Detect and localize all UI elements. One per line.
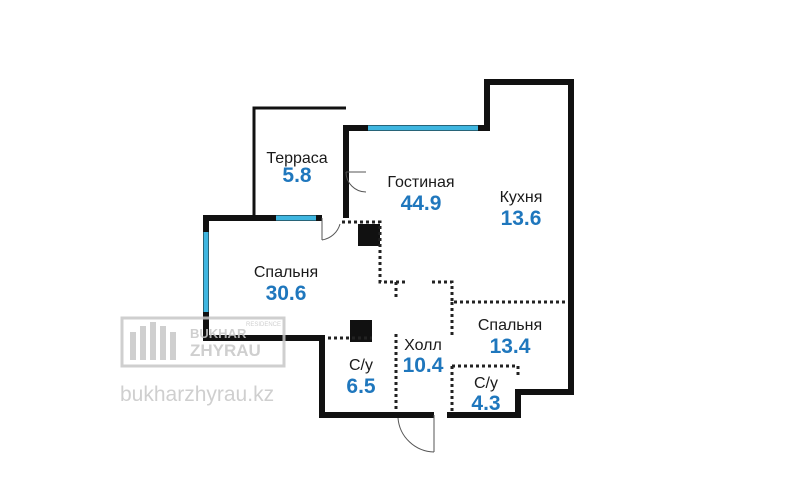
room-area-wc-1: 6.5 — [346, 375, 376, 398]
room-name-hall: Холл — [404, 337, 442, 354]
windows — [203, 125, 478, 312]
partition-wc2-top — [452, 364, 520, 378]
partition-kitchen — [432, 280, 566, 304]
room-name-wc-2: С/у — [474, 375, 498, 392]
entrance-door — [397, 415, 435, 453]
watermark-logo-bars-icon — [130, 322, 176, 360]
room-area-bedroom-1: 30.6 — [266, 282, 307, 305]
room-area-living: 44.9 — [401, 192, 442, 215]
room-name-wc-1: С/у — [349, 357, 373, 374]
partition-living-left — [342, 220, 408, 284]
room-name-bedroom-1: Спальня — [254, 264, 318, 281]
room-name-bedroom-2: Спальня — [478, 317, 542, 334]
watermark-logo-line2: ZHYRAU — [190, 341, 261, 360]
columns — [350, 224, 380, 342]
doors — [321, 171, 435, 453]
column-upper — [358, 224, 380, 246]
room-area-terrace: 5.8 — [282, 164, 312, 187]
room-area-bedroom-2: 13.4 — [490, 335, 531, 358]
room-area-kitchen: 13.6 — [501, 207, 542, 230]
terrace-outline-wall — [252, 106, 346, 218]
room-name-kitchen: Кухня — [500, 189, 543, 206]
terrace-door — [345, 171, 367, 193]
room-name-terrace: Терраса — [266, 150, 327, 167]
room-area-wc-2: 4.3 — [471, 392, 500, 415]
room-name-living: Гостиная — [387, 174, 454, 191]
bedroom-door — [321, 218, 341, 241]
partitions — [328, 220, 566, 412]
watermark-url: bukharzhyrau.kz — [120, 383, 274, 406]
watermark-logo-frame — [120, 316, 286, 368]
room-area-hall: 10.4 — [403, 354, 444, 377]
watermark-logo-sub: RESIDENCE — [246, 322, 281, 328]
room-labels: Терраса 5.8 Гостиная 44.9 Кухня 13.6 Спа… — [254, 150, 543, 415]
watermark-logo-line1: BUKHAR — [190, 326, 247, 341]
watermark: BUKHAR ZHYRAU RESIDENCE bukharzhyrau.kz — [120, 316, 286, 406]
